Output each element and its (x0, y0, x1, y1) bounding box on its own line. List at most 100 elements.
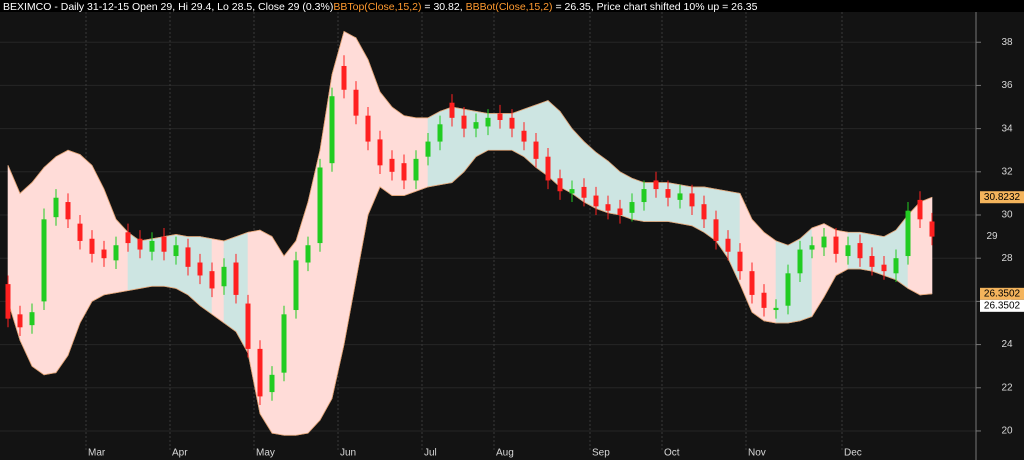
candle-body (425, 141, 431, 157)
candle-body (401, 163, 407, 181)
y-tick-label: 28 (1001, 253, 1013, 264)
bottom-band-value: = 26.35, Price chart shifted 10% up = 26… (553, 1, 758, 13)
candle-body (533, 141, 539, 159)
candle-body (89, 238, 95, 254)
candle-body (521, 130, 527, 142)
candle-body (473, 122, 479, 129)
candle-body (893, 258, 899, 274)
x-tick-label: Jun (340, 448, 356, 459)
candle-body (329, 96, 335, 164)
candle-body (821, 236, 827, 248)
candle-body (929, 221, 935, 237)
y-tick-label: 30 (1001, 210, 1013, 221)
candle-body (713, 219, 719, 241)
candle-body (557, 178, 563, 192)
header-text: BEXIMCO - Daily 31-12-15 Open 29, Hi 29.… (3, 1, 758, 13)
candle-body (365, 115, 371, 142)
top-band-name: BBTop(Close,15,2) (333, 1, 421, 13)
candle-body (449, 102, 455, 118)
band-fill (67, 149, 81, 356)
candle-body (113, 245, 119, 261)
candle-body (77, 223, 83, 241)
candle-body (437, 124, 443, 142)
x-tick-label: Jul (424, 448, 437, 459)
band-fill (391, 106, 405, 196)
y-tick-label: 34 (1001, 123, 1013, 134)
candle-body (485, 117, 491, 127)
candle-body (413, 158, 419, 181)
candle-body (29, 312, 35, 326)
candle-body (797, 249, 803, 274)
title: BEXIMCO - Daily 31-12-15 Open 29, Hi 29.… (3, 1, 333, 13)
axis-marker-box (980, 299, 1024, 312)
axis-marker-label: 26.3502 (984, 288, 1021, 299)
axis-marker-box (980, 191, 1024, 204)
candle-body (245, 303, 251, 349)
axis-marker-label: 29 (986, 231, 998, 242)
candle-body (545, 156, 551, 181)
candle-body (917, 199, 923, 220)
candle-body (53, 197, 59, 218)
candle-body (161, 236, 167, 252)
candle-body (197, 262, 203, 276)
candle-body (605, 204, 611, 211)
candle-body (773, 307, 779, 311)
candle-body (317, 167, 323, 244)
header-bar (0, 0, 1024, 12)
candle-body (173, 245, 179, 257)
candle-body (701, 204, 707, 220)
candle-body (725, 238, 731, 252)
candle-body (461, 115, 467, 129)
candle-body (269, 374, 275, 393)
candle-body (17, 314, 23, 328)
candle-body (305, 245, 311, 263)
lower-band-line (7, 149, 933, 436)
y-tick-label: 38 (1001, 37, 1013, 48)
candle-body (569, 189, 575, 194)
x-tick-label: Apr (172, 448, 188, 459)
candle-body (761, 292, 767, 308)
candle-body (65, 202, 71, 220)
band-fill (667, 182, 681, 224)
x-tick-label: Aug (496, 448, 514, 459)
candle-body (497, 113, 503, 120)
candle-body (257, 348, 263, 397)
candle-body (617, 208, 623, 216)
candle-body (809, 245, 815, 250)
candle-body (749, 271, 755, 295)
axis-marker-label: 26.3502 (984, 300, 1021, 311)
y-tick-label: 32 (1001, 166, 1013, 177)
candle-body (41, 219, 47, 302)
candle-body (785, 273, 791, 306)
candle-body (593, 195, 599, 207)
candle-body (857, 243, 863, 259)
band-fill (19, 181, 33, 367)
axis-marker-label: 30.8232 (984, 192, 1021, 203)
candle-body (341, 65, 347, 90)
y-tick-label: 36 (1001, 80, 1013, 91)
candle-body (209, 271, 215, 289)
candle-body (869, 256, 875, 267)
candle-body (149, 240, 155, 252)
candle-body (101, 249, 107, 259)
candle-body (389, 158, 395, 172)
candle-body (185, 247, 191, 267)
y-tick-label: 20 (1001, 426, 1013, 437)
candle-body (881, 264, 887, 272)
candle-body (905, 210, 911, 257)
x-tick-label: Sep (592, 448, 610, 459)
candle-body (5, 284, 11, 319)
x-tick-label: Oct (664, 448, 680, 459)
y-tick-label: 22 (1001, 382, 1013, 393)
candle-body (665, 189, 671, 198)
y-tick-label: 24 (1001, 339, 1013, 350)
candle-body (281, 314, 287, 373)
candle-body (689, 193, 695, 207)
x-tick-label: Mar (88, 448, 106, 459)
bottom-band-name: BBBot(Close,15,2) (466, 1, 553, 13)
band-fill (295, 201, 309, 436)
candle-body (137, 238, 143, 250)
candle-body (677, 193, 683, 200)
candle-body (221, 266, 227, 287)
